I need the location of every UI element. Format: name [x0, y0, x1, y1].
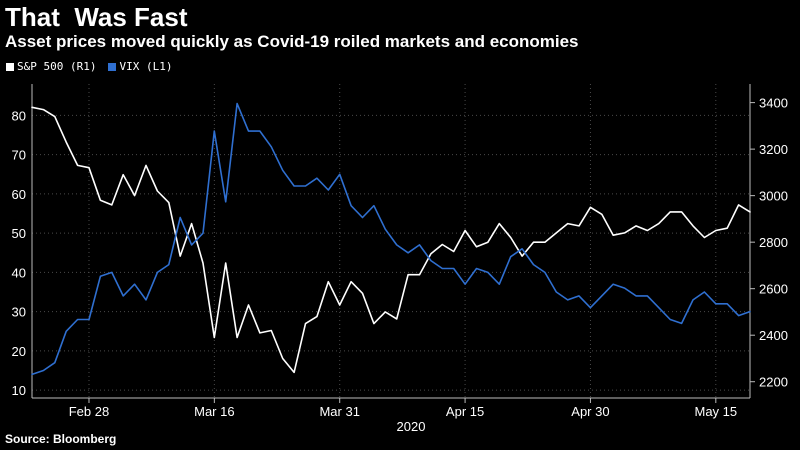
legend-swatch-vix	[108, 62, 117, 71]
legend: S&P 500 (R1) VIX (L1)	[6, 60, 172, 73]
y-right-tick-label: 3000	[759, 189, 788, 204]
y-left-tick-label: 20	[12, 344, 26, 359]
x-tick-label: Apr 15	[446, 404, 484, 419]
y-left-tick-label: 60	[12, 187, 26, 202]
y-left-tick-label: 40	[12, 265, 26, 280]
x-axis-year-label: 2020	[397, 419, 426, 434]
chart-subtitle: Asset prices moved quickly as Covid-19 r…	[5, 32, 579, 51]
legend-label-vix: VIX (L1)	[119, 60, 173, 73]
x-tick-label: Mar 31	[319, 404, 359, 419]
legend-item-sp500: S&P 500 (R1)	[6, 60, 96, 73]
legend-item-vix: VIX (L1)	[108, 60, 172, 73]
y-left-tick-label: 70	[12, 148, 26, 163]
x-tick-label: Mar 16	[194, 404, 234, 419]
y-left-tick-label: 30	[12, 305, 26, 320]
series-line-vix	[31, 102, 751, 376]
y-left-tick-label: 80	[12, 108, 26, 123]
series-line-sp500	[31, 106, 751, 374]
y-left-tick-label: 10	[12, 383, 26, 398]
y-right-tick-label: 3400	[759, 96, 788, 111]
y-right-tick-label: 3200	[759, 142, 788, 157]
legend-swatch-sp500	[6, 62, 14, 71]
legend-label-sp500: S&P 500 (R1)	[17, 60, 97, 73]
y-left-tick-label: 50	[12, 226, 26, 241]
y-right-tick-label: 2400	[759, 328, 788, 343]
y-right-tick-label: 2600	[759, 282, 788, 297]
y-right-tick-label: 2200	[759, 375, 788, 390]
x-tick-label: Apr 30	[571, 404, 609, 419]
source-note: Source: Bloomberg	[5, 432, 117, 446]
x-tick-label: May 15	[694, 404, 737, 419]
chart-title: That Was Fast	[5, 2, 188, 32]
y-right-tick-label: 2800	[759, 235, 788, 250]
x-tick-label: Feb 28	[69, 404, 109, 419]
